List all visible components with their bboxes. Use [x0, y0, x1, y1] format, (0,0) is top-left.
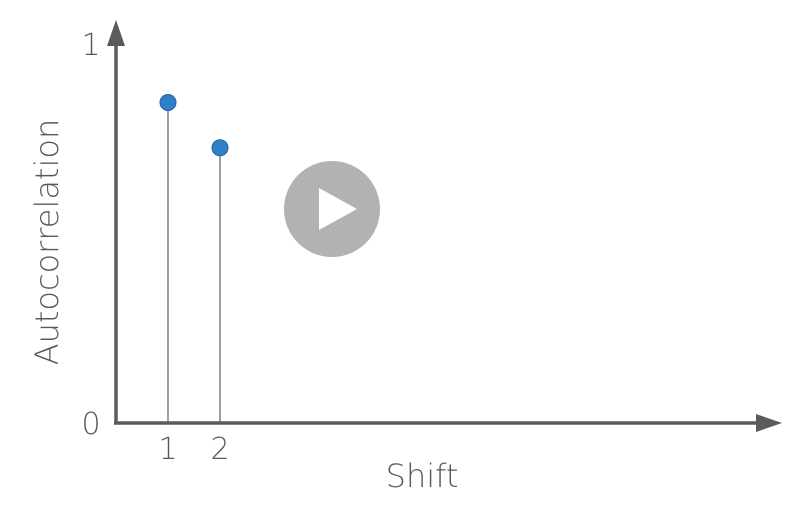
y-tick-label-min: 0: [81, 407, 100, 442]
y-tick-label-max: 1: [81, 28, 100, 63]
stem-marker: [159, 94, 177, 112]
play-button[interactable]: [284, 161, 380, 257]
x-axis-arrow: [756, 414, 782, 432]
x-tick-label: 1: [158, 432, 177, 467]
x-tick-label: 2: [210, 432, 229, 467]
y-axis-arrow: [107, 20, 125, 46]
y-axis-title: Autocorrelation: [28, 119, 66, 366]
play-icon: [319, 188, 357, 230]
stem-marker: [211, 139, 229, 157]
x-axis-title: Shift: [386, 457, 459, 495]
